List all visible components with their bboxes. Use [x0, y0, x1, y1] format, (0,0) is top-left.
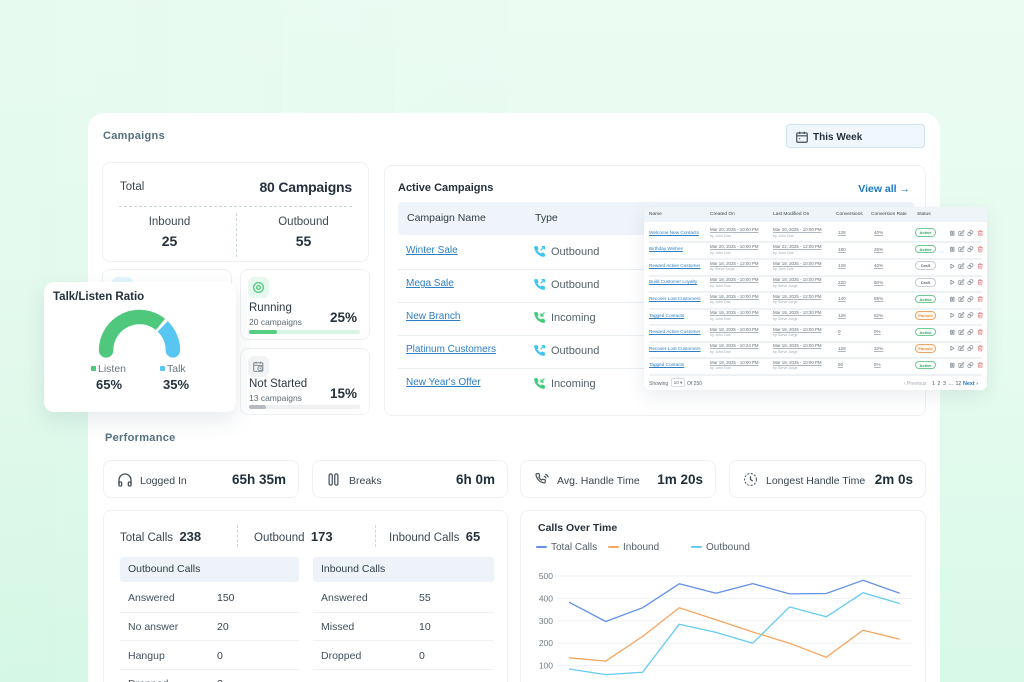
svg-text:400: 400 — [539, 593, 553, 603]
svg-text:500: 500 — [539, 571, 553, 581]
svg-text:100: 100 — [539, 661, 553, 671]
svg-text:300: 300 — [539, 616, 553, 626]
svg-text:200: 200 — [539, 638, 553, 648]
